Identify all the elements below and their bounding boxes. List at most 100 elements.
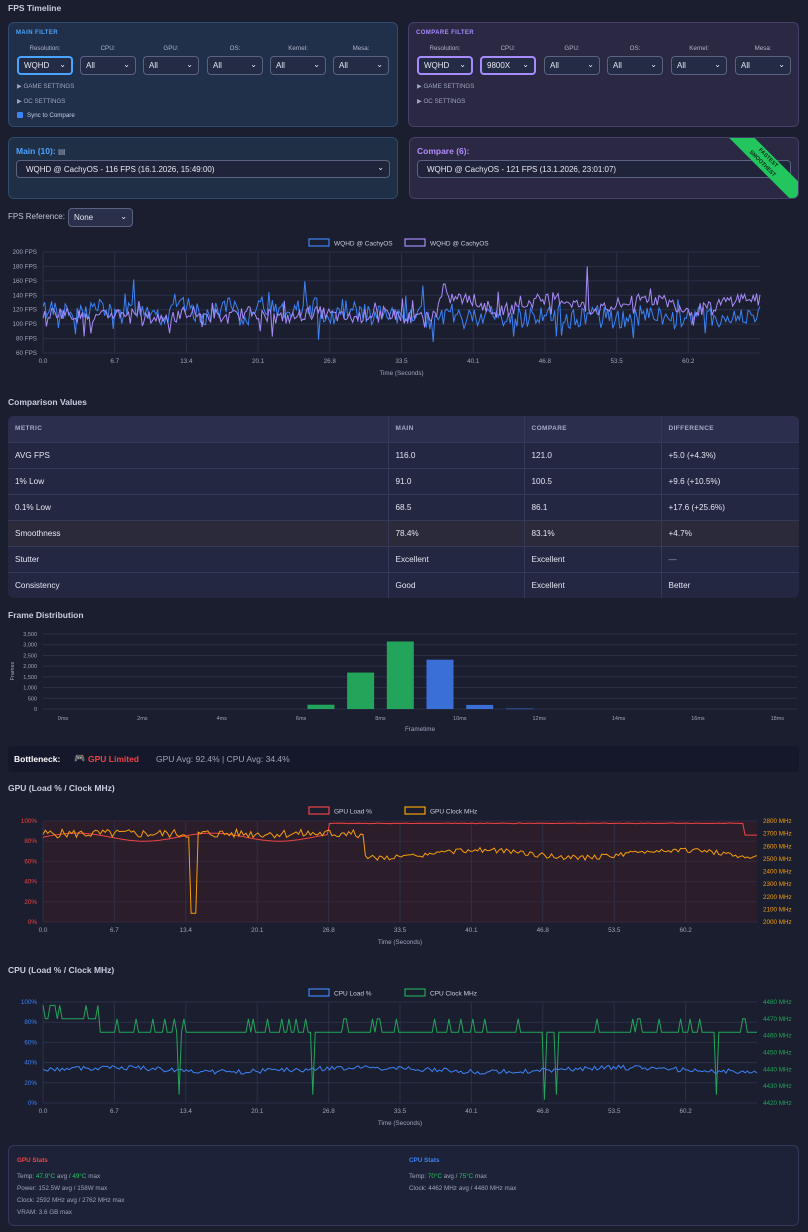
- metric-cell: Smoothness: [8, 519, 389, 546]
- frame-bar: [426, 659, 454, 709]
- table-row: AVG FPS 116.0 121.0 +5.0 (+4.3%): [8, 441, 799, 468]
- compare-gpu-label: GPU:: [564, 45, 580, 52]
- x-tick-label: 0.0: [39, 927, 48, 934]
- table-row: 0.1% Low 68.5 86.1 +17.6 (+25.6%): [8, 493, 799, 520]
- main-cell: 91.0: [388, 467, 525, 494]
- bottleneck-bar: Bottleneck: 🎮 GPU Limited GPU Avg: 92.4%…: [8, 746, 799, 772]
- y-tick-label: 4480 MHz: [763, 999, 792, 1006]
- compare-mesa-select[interactable]: All ⌄: [735, 56, 791, 75]
- compare-os-label: OS:: [629, 45, 641, 52]
- main-run-select[interactable]: WQHD @ CachyOS - 116 FPS (16.1.2026, 15:…: [16, 160, 390, 178]
- difference-cell: +17.6 (+25.6%): [661, 493, 799, 520]
- sync-checkbox[interactable]: [17, 112, 23, 118]
- main-gpu-select[interactable]: All ⌄: [143, 56, 199, 75]
- cpu-clock-line: [42, 1004, 757, 1100]
- gpu-temp: Temp: 47.9°C avg / 49°C max: [17, 1173, 101, 1180]
- frame-bar: [386, 641, 414, 709]
- metric-cell: Consistency: [8, 571, 389, 598]
- table-row: Stutter Excellent Excellent —: [8, 545, 799, 572]
- difference-cell: —: [661, 545, 799, 572]
- column-header: DIFFERENCE: [661, 416, 799, 442]
- bottleneck-label: Bottleneck:: [14, 754, 61, 764]
- compare-oc-settings-toggle[interactable]: ▶ OC SETTINGS: [417, 98, 466, 105]
- x-tick-label: 20.1: [251, 927, 264, 934]
- legend-swatch: [404, 238, 426, 247]
- compare-kernel-select[interactable]: All ⌄: [671, 56, 727, 75]
- compare-os-select[interactable]: All ⌄: [607, 56, 663, 75]
- compare-gpu-select[interactable]: All ⌄: [544, 56, 600, 75]
- main-run-panel: Main (10): ▤ WQHD @ CachyOS - 116 FPS (1…: [8, 137, 398, 199]
- y-tick-label: 4470 MHz: [763, 1016, 792, 1023]
- y-tick-label: 500: [28, 696, 37, 702]
- chevron-down-icon: ⌄: [120, 212, 127, 221]
- fps-reference-select[interactable]: None ⌄: [68, 208, 133, 227]
- y-tick-label: 4440 MHz: [763, 1066, 792, 1073]
- main-resolution-select[interactable]: WQHD ⌄: [17, 56, 73, 75]
- x-tick-label: 13.4: [180, 1108, 193, 1115]
- main-kernel-select[interactable]: All ⌄: [270, 56, 326, 75]
- y-tick-label: 100 FPS: [12, 321, 37, 328]
- chevron-down-icon: ⌄: [587, 60, 594, 69]
- legend-label: WQHD @ CachyOS: [334, 241, 393, 248]
- y-tick-label: 40%: [24, 879, 37, 886]
- main-filter-panel: MAIN FILTER Resolution: CPU: GPU: OS: Ke…: [8, 22, 398, 127]
- compare-run-select[interactable]: WQHD @ CachyOS - 121 FPS (13.1.2026, 23:…: [417, 160, 791, 178]
- bottleneck-detail: GPU Avg: 92.4% | CPU Avg: 34.4%: [156, 754, 290, 764]
- fps-series-line: [42, 266, 761, 337]
- x-tick-label: 26.8: [322, 927, 335, 934]
- main-mesa-select[interactable]: All ⌄: [333, 56, 389, 75]
- legend-swatch: [404, 988, 426, 997]
- compare-filter-title: COMPARE FILTER: [416, 30, 475, 36]
- x-tick-label: 6.7: [110, 1108, 119, 1115]
- main-oc-settings-toggle[interactable]: ▶ OC SETTINGS: [17, 98, 66, 105]
- x-tick-label: 10ms: [453, 716, 467, 722]
- x-tick-label: 40.1: [467, 358, 480, 365]
- x-tick-label: 26.8: [324, 358, 337, 365]
- frame-bar: [466, 704, 494, 709]
- chevron-down-icon: ⌄: [522, 60, 529, 69]
- y-tick-label: 100%: [21, 999, 38, 1006]
- column-header: COMPARE: [524, 416, 662, 442]
- y-tick-label: 2400 MHz: [763, 869, 792, 876]
- main-cpu-select[interactable]: All ⌄: [80, 56, 136, 75]
- x-tick-label: 13.4: [180, 927, 193, 934]
- y-tick-label: 200 FPS: [12, 249, 37, 256]
- y-tick-label: 40%: [24, 1060, 37, 1067]
- x-tick-label: 4ms: [217, 716, 228, 722]
- compare-filter-panel: COMPARE FILTER Resolution: CPU: GPU: OS:…: [408, 22, 799, 127]
- y-axis-label: Frames: [10, 661, 16, 680]
- y-tick-label: 60%: [24, 1039, 37, 1046]
- x-tick-label: 26.8: [322, 1108, 335, 1115]
- clipboard-icon[interactable]: ▤: [58, 147, 66, 156]
- x-tick-label: 60.2: [682, 358, 695, 365]
- x-axis-label: Frametime: [405, 726, 436, 733]
- compare-run-panel: Compare (6): WQHD @ CachyOS - 121 FPS (1…: [409, 137, 799, 199]
- frame-bar: [307, 704, 335, 709]
- chevron-down-icon: ⌄: [250, 60, 257, 69]
- compare-cell: 100.5: [524, 467, 662, 494]
- gpu-section-title: GPU (Load % / Clock MHz): [8, 783, 115, 793]
- x-tick-label: 0ms: [58, 716, 69, 722]
- main-kernel-label: Kernel:: [288, 45, 308, 52]
- compare-game-settings-toggle[interactable]: ▶ GAME SETTINGS: [417, 83, 475, 90]
- main-os-select[interactable]: All ⌄: [207, 56, 263, 75]
- y-tick-label: 140 FPS: [12, 292, 37, 299]
- x-tick-label: 0.0: [39, 1108, 48, 1115]
- main-game-settings-toggle[interactable]: ▶ GAME SETTINGS: [17, 83, 75, 90]
- compare-cpu-label: CPU:: [500, 45, 516, 52]
- column-header: MAIN: [388, 416, 525, 442]
- y-tick-label: 80%: [24, 1019, 37, 1026]
- x-tick-label: 6.7: [110, 358, 119, 365]
- difference-cell: +9.6 (+10.5%): [661, 467, 799, 494]
- x-tick-label: 2ms: [137, 716, 148, 722]
- main-cell: Good: [388, 571, 525, 598]
- compare-mesa-label: Mesa:: [754, 45, 772, 52]
- compare-resolution-select[interactable]: WQHD ⌄: [417, 56, 473, 75]
- x-tick-label: 13.4: [180, 358, 193, 365]
- x-tick-label: 16ms: [691, 716, 705, 722]
- table-row: 1% Low 91.0 100.5 +9.6 (+10.5%): [8, 467, 799, 494]
- y-tick-label: 180 FPS: [12, 263, 37, 270]
- x-tick-label: 0.0: [39, 358, 48, 365]
- gpu-stats-title: GPU Stats: [17, 1157, 48, 1164]
- compare-cpu-select[interactable]: 9800X ⌄: [480, 56, 536, 75]
